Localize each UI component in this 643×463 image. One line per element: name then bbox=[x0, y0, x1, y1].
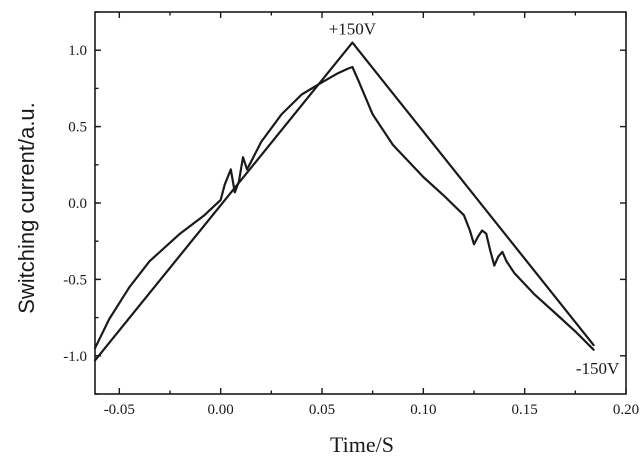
switching-current-line bbox=[93, 65, 595, 351]
x-tick-label: 0.15 bbox=[512, 402, 538, 418]
x-tick-label: 0.10 bbox=[410, 402, 436, 418]
x-axis-ticks: -0.05 0.00 0.05 0.10 0.15 0.20 bbox=[104, 12, 639, 418]
y-tick-label: 0.0 bbox=[68, 196, 87, 212]
x-tick-label: 0.00 bbox=[208, 402, 234, 418]
annotation-label: -150V bbox=[576, 359, 620, 378]
x-tick-label: -0.05 bbox=[104, 402, 135, 418]
y-axis-ticks: 1.0 0.5 0.0 -0.5 -1.0 bbox=[63, 11, 626, 395]
plot-area bbox=[94, 11, 627, 395]
y-tick-label: 1.0 bbox=[68, 43, 87, 59]
annotation-layer: +150V -150V bbox=[329, 20, 620, 379]
x-tick-label: 0.20 bbox=[613, 402, 639, 418]
y-axis-label: Switching current/a.u. bbox=[14, 102, 39, 314]
plot-frame bbox=[94, 11, 627, 395]
voltage-triangle-line bbox=[93, 41, 595, 362]
y-tick-label: -1.0 bbox=[63, 349, 87, 365]
annotation-label: +150V bbox=[329, 20, 377, 39]
x-tick-label: 0.05 bbox=[309, 402, 335, 418]
y-tick-label: 0.5 bbox=[68, 120, 87, 136]
x-axis-label: Time/S bbox=[330, 432, 394, 457]
y-tick-label: -0.5 bbox=[63, 272, 87, 288]
series-layer bbox=[93, 41, 595, 362]
